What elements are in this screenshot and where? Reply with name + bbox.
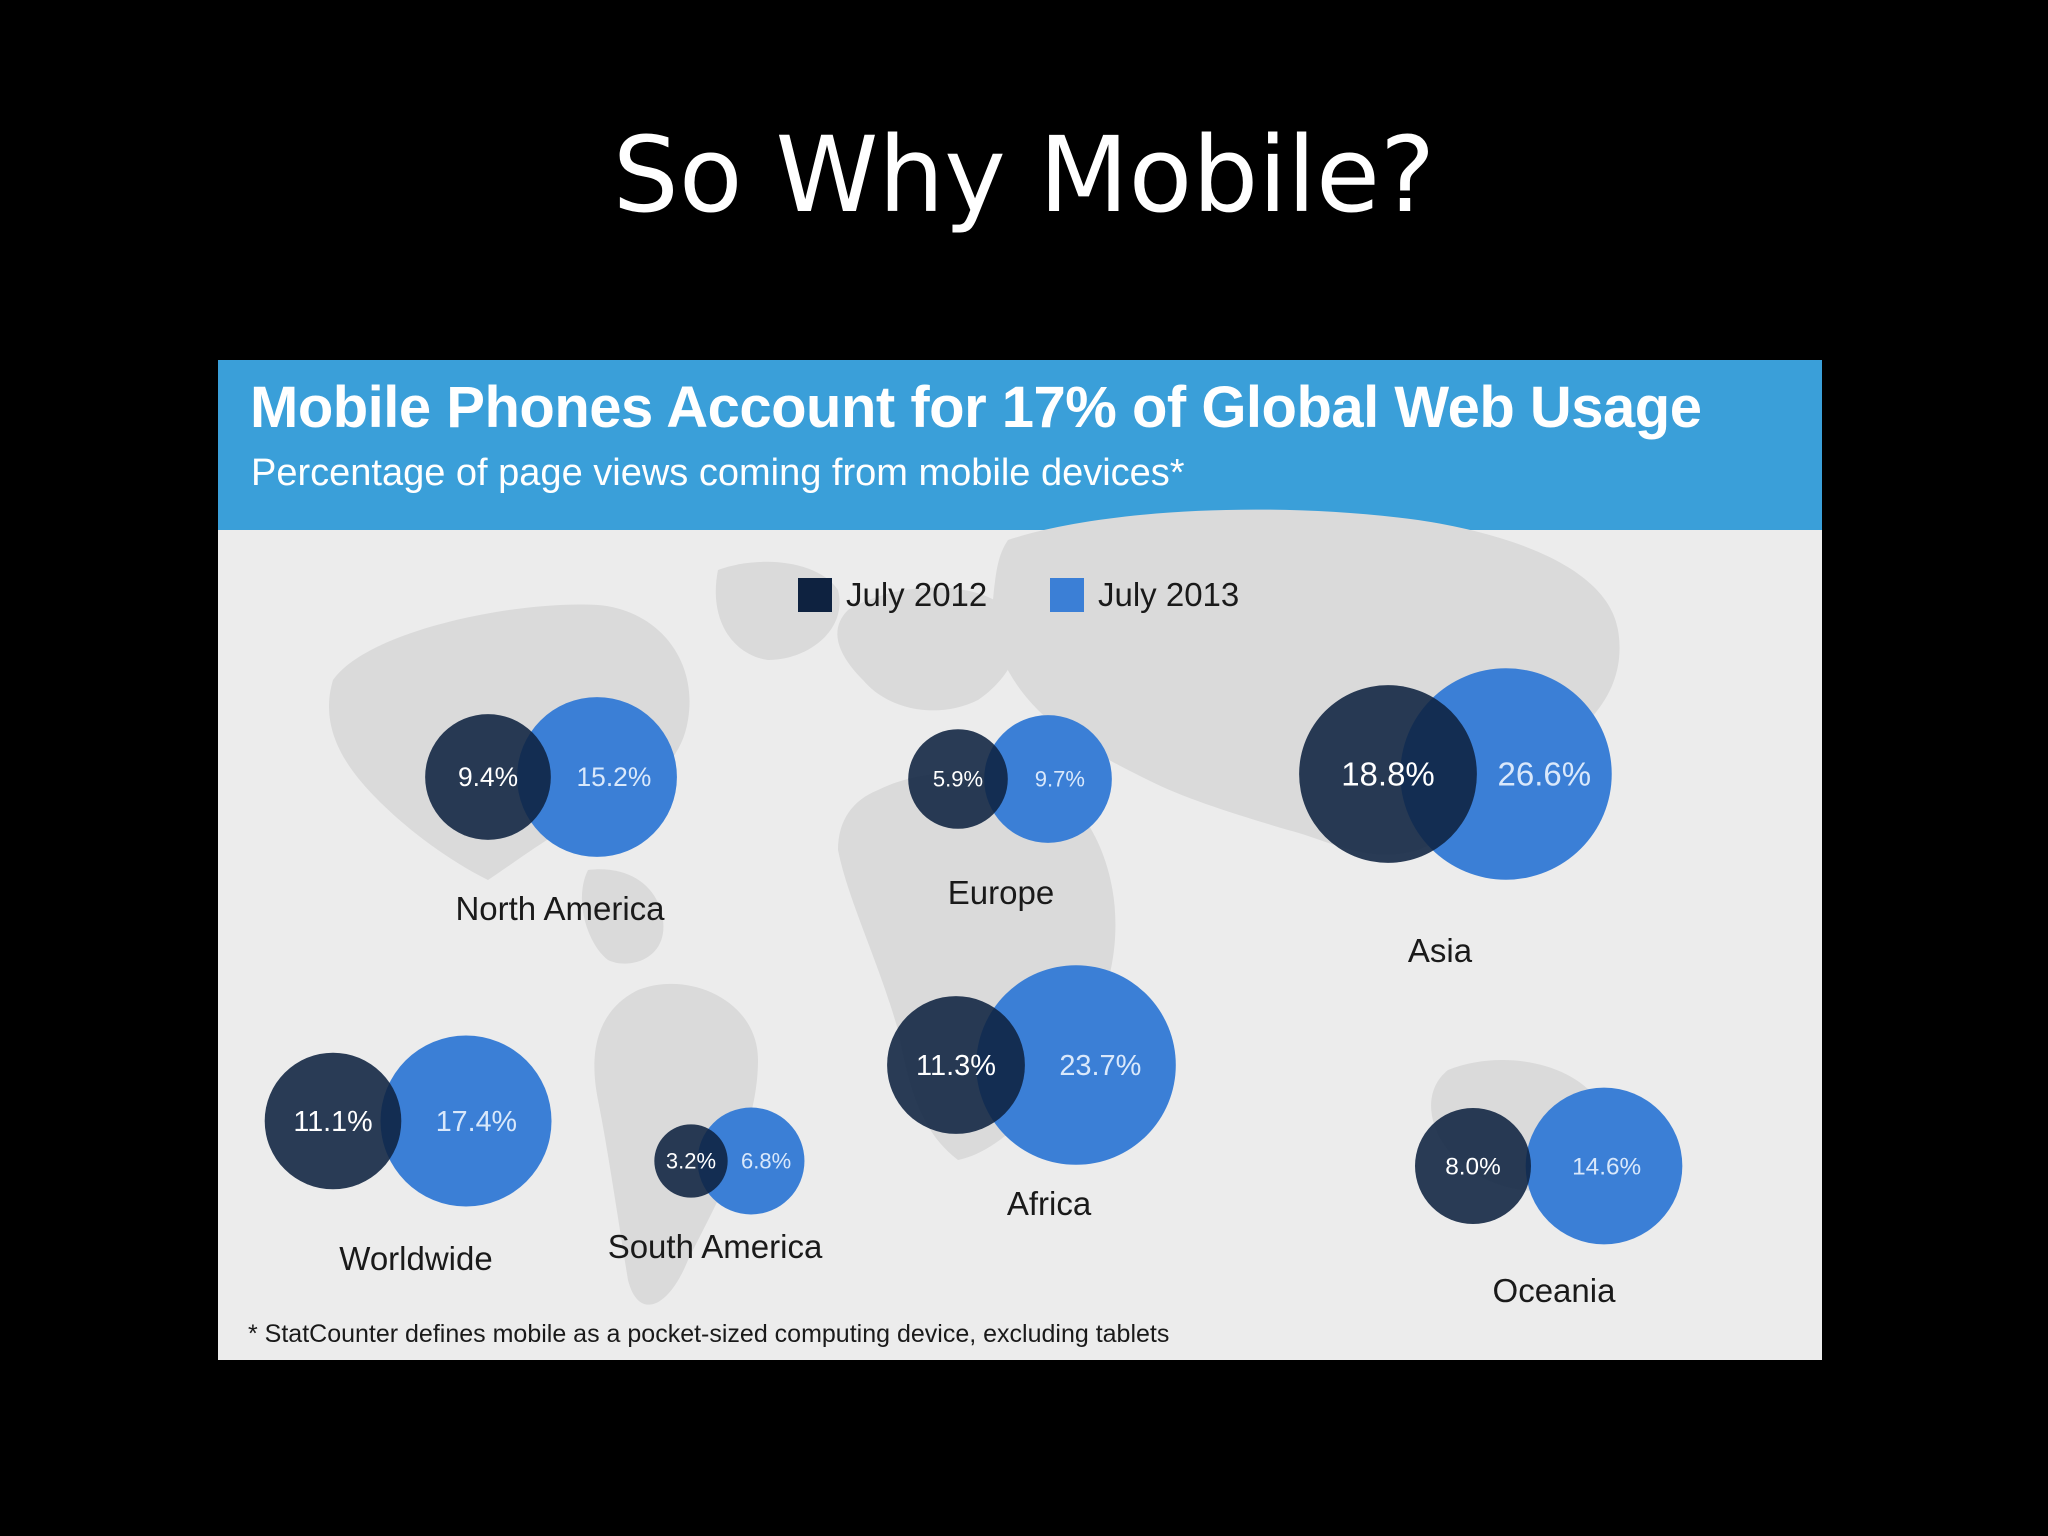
value-label-2013-north-america: 15.2% — [576, 762, 651, 792]
bubble-2012-oceania — [1415, 1108, 1531, 1224]
bubble-2013-oceania — [1525, 1087, 1683, 1245]
value-labels: 9.4% 15.2% 5.9% 9.7% 18.8% 26.6% 11.1% 17.4% 3.2… — [293, 756, 1641, 1181]
chart-header-banner: Mobile Phones Account for 17% of Global … — [218, 360, 1822, 530]
value-label-2013-worldwide: 17.4% — [436, 1106, 517, 1138]
bubble-chart: July 2012 July 2013 9.4% 15.2% 5.9% 9.7% 18.8… — [264, 509, 1683, 1309]
region-label-africa: Africa — [1007, 1185, 1092, 1222]
legend-label-2013: July 2013 — [1098, 576, 1239, 613]
slide-title: So Why Mobile? — [612, 114, 1436, 236]
value-label-2013-south-america: 6.8% — [741, 1149, 791, 1174]
value-label-2012-north-america: 9.4% — [458, 762, 518, 792]
bubble-2012-north-america — [425, 714, 551, 840]
region-label-south-america: South America — [608, 1228, 823, 1265]
value-label-2012-south-america: 3.2% — [666, 1149, 716, 1174]
value-label-2012-africa: 11.3% — [916, 1050, 996, 1082]
value-label-2012-asia: 18.8% — [1341, 756, 1435, 793]
infographic: Mobile Phones Account for 17% of Global … — [218, 360, 1822, 1360]
legend: July 2012 July 2013 — [798, 576, 1239, 613]
value-label-2013-oceania: 14.6% — [1572, 1154, 1641, 1181]
region-label-oceania: Oceania — [1493, 1272, 1617, 1309]
value-label-2012-europe: 5.9% — [933, 767, 983, 792]
region-label-worldwide: Worldwide — [339, 1240, 492, 1277]
bubble-2013-worldwide — [380, 1035, 552, 1207]
bubble-2013-europe — [984, 715, 1112, 843]
bubble-2012-worldwide — [264, 1052, 402, 1190]
value-label-2013-asia: 26.6% — [1498, 756, 1592, 793]
bubble-2012-africa — [887, 996, 1025, 1134]
value-label-2013-africa: 23.7% — [1059, 1050, 1141, 1082]
chart-title: Mobile Phones Account for 17% of Global … — [250, 375, 1702, 440]
legend-swatch-2012 — [798, 578, 832, 612]
region-label-north-america: North America — [455, 890, 665, 927]
bubble-2013-south-america — [697, 1107, 805, 1215]
value-label-2012-oceania: 8.0% — [1445, 1154, 1501, 1181]
bubbles-july-2012 — [264, 685, 1531, 1224]
chart-subtitle: Percentage of page views coming from mob… — [251, 452, 1185, 494]
value-label-2012-worldwide: 11.1% — [293, 1106, 372, 1138]
bubble-2012-asia — [1299, 685, 1477, 863]
region-label-asia: Asia — [1408, 932, 1473, 969]
region-labels: North America Europe Asia Worldwide South Am… — [339, 874, 1616, 1309]
region-label-europe: Europe — [948, 874, 1054, 911]
value-label-2013-europe: 9.7% — [1035, 767, 1085, 792]
footnote: * StatCounter defines mobile as a pocket… — [248, 1320, 1170, 1348]
legend-label-2012: July 2012 — [846, 576, 987, 613]
bubble-2012-south-america — [654, 1124, 728, 1198]
bubble-2013-africa — [976, 965, 1176, 1165]
bubble-2012-europe — [908, 729, 1008, 829]
bubble-2013-north-america — [517, 697, 677, 857]
legend-swatch-2013 — [1050, 578, 1084, 612]
